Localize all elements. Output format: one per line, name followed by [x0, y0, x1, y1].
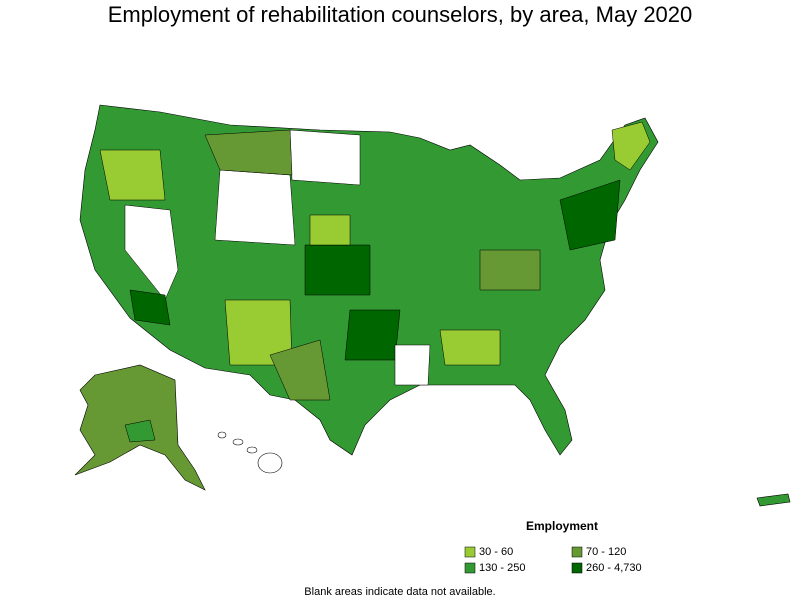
hawaii [217, 431, 283, 474]
region-patch [204, 129, 293, 176]
legend-swatch [571, 562, 583, 574]
region-patch [479, 249, 541, 291]
region-patch [124, 419, 156, 443]
region-patch [439, 329, 501, 366]
region-patch [129, 289, 171, 326]
region-patch [214, 169, 296, 246]
note: Blank areas indicate data not available. [304, 586, 495, 598]
region-patch [559, 179, 621, 251]
legend-swatch [464, 546, 476, 558]
region-patch [289, 129, 361, 186]
legend-label: 260 - 4,730 [586, 562, 642, 574]
legend-label: 70 - 120 [586, 546, 626, 558]
region-patch [304, 244, 371, 296]
legend-swatch [571, 546, 583, 558]
legend: 30 - 60 70 - 120 130 - 250 260 - 4,730 [464, 546, 642, 574]
legend-title: Employment [526, 519, 598, 533]
region-patch [99, 149, 166, 201]
region-patch [309, 214, 351, 246]
legend-swatch [464, 562, 476, 574]
region-patch [611, 121, 651, 171]
map [74, 104, 791, 507]
puerto-rico [756, 493, 791, 507]
map-title: Employment of rehabilitation counselors,… [108, 2, 693, 27]
legend-label: 130 - 250 [479, 562, 525, 574]
legend-label: 30 - 60 [479, 546, 513, 558]
region-patch [344, 309, 401, 361]
region-patch [124, 204, 179, 301]
region-patch [269, 339, 331, 401]
region-patch [394, 344, 431, 386]
